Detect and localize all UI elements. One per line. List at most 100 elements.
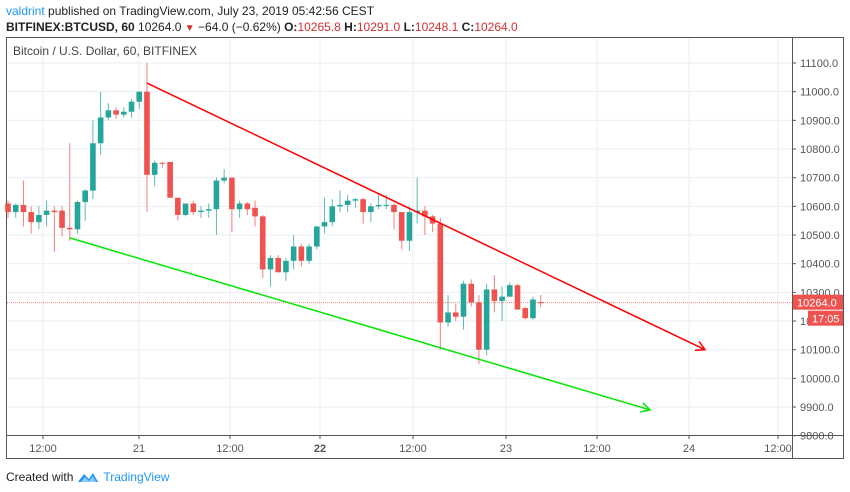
candle[interactable] (375, 193, 382, 210)
candle[interactable] (468, 279, 474, 307)
candle[interactable] (144, 63, 150, 213)
price-tick-label: 11000.0 (800, 87, 839, 99)
candle[interactable] (368, 203, 374, 223)
candle[interactable] (82, 189, 88, 221)
candle[interactable] (236, 200, 243, 218)
candle[interactable] (90, 120, 96, 200)
price-tick-label: 10500.0 (800, 230, 840, 242)
candle[interactable] (51, 206, 58, 253)
candle[interactable] (259, 214, 266, 279)
candle[interactable] (20, 180, 27, 227)
candle[interactable] (352, 197, 359, 208)
tradingview-link[interactable]: TradingView (103, 470, 170, 484)
candle[interactable] (537, 294, 544, 308)
candle[interactable] (229, 177, 235, 233)
candle[interactable] (244, 202, 251, 215)
candle[interactable] (314, 226, 320, 250)
candle[interactable] (198, 206, 204, 218)
tradingview-logo-icon (78, 473, 99, 482)
candle[interactable] (360, 197, 366, 224)
candle[interactable] (422, 206, 428, 236)
candle[interactable] (414, 177, 420, 224)
time-tick-label: 24 (683, 443, 695, 455)
candle[interactable] (460, 280, 467, 330)
candle[interactable] (136, 91, 143, 109)
candle[interactable] (74, 200, 81, 234)
candle[interactable] (190, 200, 197, 215)
time-tick-label: 12:00 (583, 443, 611, 455)
candle[interactable] (491, 275, 498, 313)
time-axis[interactable]: 12:00 21 12:00 22 12:00 23 12:00 24 12:00 (29, 435, 792, 455)
open-label: O: (284, 20, 298, 34)
price-tick-label: 10700.0 (800, 173, 840, 185)
candle[interactable] (151, 160, 158, 187)
price-tick-label: 11100.0 (800, 58, 838, 70)
candle[interactable] (12, 203, 19, 218)
author-link[interactable]: valdrint (6, 4, 45, 18)
candle[interactable] (59, 206, 65, 237)
candle[interactable] (28, 206, 34, 234)
candle[interactable] (530, 296, 536, 320)
candle[interactable] (66, 143, 73, 241)
candle[interactable] (344, 194, 351, 213)
support-trendline[interactable] (69, 237, 652, 413)
price-axis[interactable]: 11100.0 11000.0 10900.0 10800.0 10700.0 10600… (792, 58, 840, 443)
last-price: 10264.0 (138, 20, 182, 34)
high-label: H: (344, 20, 357, 34)
candle[interactable] (499, 286, 505, 322)
candle[interactable] (159, 161, 166, 168)
candle[interactable] (252, 200, 258, 227)
candle[interactable] (507, 282, 513, 297)
candle[interactable] (167, 161, 173, 198)
candle[interactable] (175, 197, 181, 221)
candle[interactable] (105, 103, 112, 121)
candle[interactable] (283, 257, 289, 281)
last-price-badge: 10264.0 (793, 294, 843, 310)
candle[interactable] (329, 199, 336, 227)
arrow-head-icon (694, 341, 707, 351)
symbol-info-bar: BITFINEX:BTCUSD, 60 10264.0 ▼ −64.0 (−0.… (6, 20, 518, 34)
candle[interactable] (398, 212, 405, 250)
down-arrow-icon: ▼ (184, 23, 195, 34)
time-tick-label: 12:00 (764, 443, 792, 455)
candle[interactable] (298, 243, 305, 267)
close-label: C: (461, 20, 475, 34)
candle[interactable] (36, 206, 42, 230)
candle[interactable] (43, 200, 50, 227)
candle[interactable] (128, 98, 135, 118)
close-value: 10264.0 (474, 20, 518, 34)
price-tick-label: 10800.0 (800, 144, 840, 156)
candle[interactable] (113, 107, 119, 119)
candle[interactable] (429, 214, 436, 233)
candle[interactable] (121, 107, 127, 118)
open-value: 10265.8 (297, 20, 341, 34)
candle[interactable] (205, 203, 212, 218)
candle[interactable] (452, 303, 459, 322)
candle[interactable] (267, 255, 274, 287)
candle[interactable] (213, 177, 220, 236)
resistance-trendline[interactable] (146, 82, 707, 351)
candle[interactable] (391, 203, 397, 230)
candle[interactable] (306, 243, 312, 264)
candle[interactable] (514, 283, 521, 310)
price-change: −64.0 (−0.62%) (198, 20, 281, 34)
candle[interactable] (5, 200, 11, 218)
candle[interactable] (522, 306, 529, 320)
candle[interactable] (275, 255, 281, 273)
candle[interactable] (182, 203, 189, 217)
created-with-text: Created with (6, 470, 74, 484)
candle[interactable] (476, 295, 482, 365)
candle[interactable] (337, 190, 343, 213)
candle[interactable] (483, 283, 490, 356)
candle[interactable] (406, 206, 413, 251)
candle[interactable] (97, 91, 104, 155)
candle[interactable] (445, 295, 451, 327)
price-tick-label: 10600.0 (800, 201, 840, 213)
price-tick-label: 9800.0 (800, 431, 834, 443)
candle[interactable] (437, 217, 444, 350)
time-tick-label: 22 (314, 443, 326, 455)
candle[interactable] (321, 197, 328, 234)
candle[interactable] (290, 235, 297, 270)
candle[interactable] (221, 169, 227, 184)
